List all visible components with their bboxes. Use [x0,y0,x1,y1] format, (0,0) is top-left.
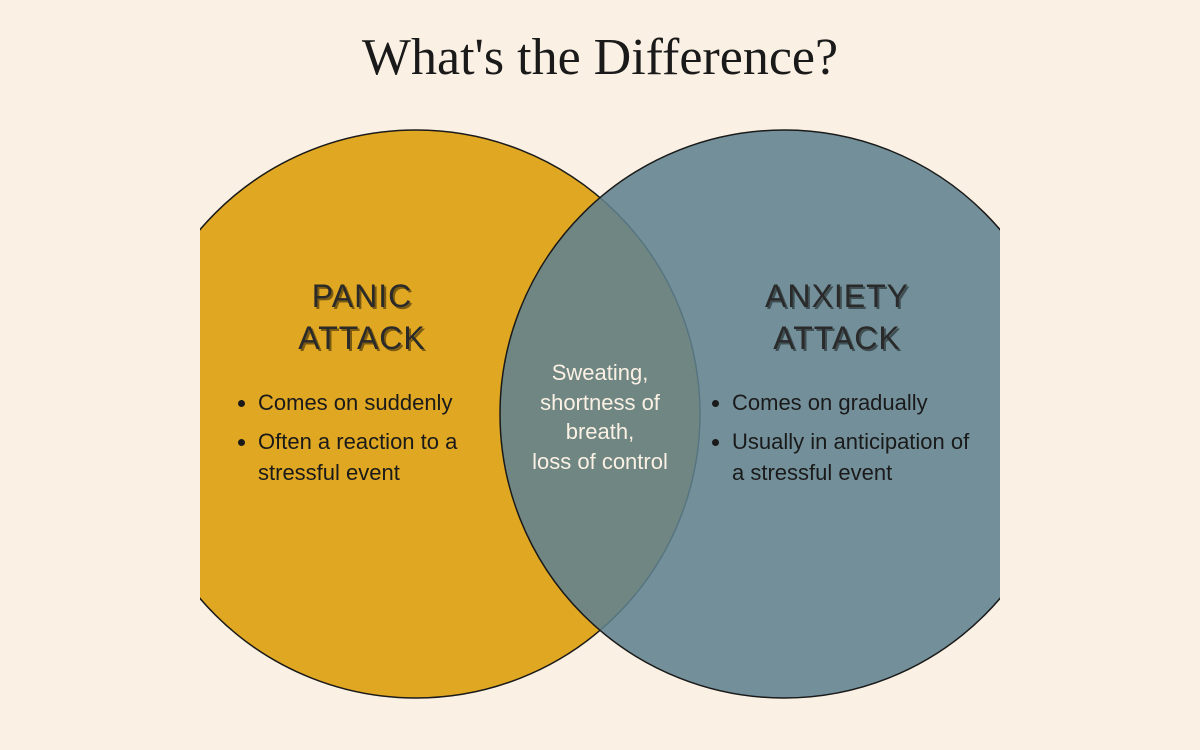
right-circle-heading: ANXIETYATTACK [722,276,952,359]
overlap-text: Sweating,shortness ofbreath,loss of cont… [510,358,690,477]
left-circle-heading: PANICATTACK [252,276,472,359]
right-circle-bullets: Comes on gradually Usually in anticipatio… [710,388,980,496]
left-circle-bullets: Comes on suddenly Often a reaction to a s… [236,388,496,496]
diagram-canvas: What's the Difference? PANICATTACK Comes… [0,0,1200,750]
list-item: Usually in anticipation of a stressful e… [732,427,980,489]
list-item: Comes on gradually [732,388,980,419]
list-item: Comes on suddenly [258,388,496,419]
list-item: Often a reaction to a stressful event [258,427,496,489]
page-title: What's the Difference? [0,28,1200,87]
